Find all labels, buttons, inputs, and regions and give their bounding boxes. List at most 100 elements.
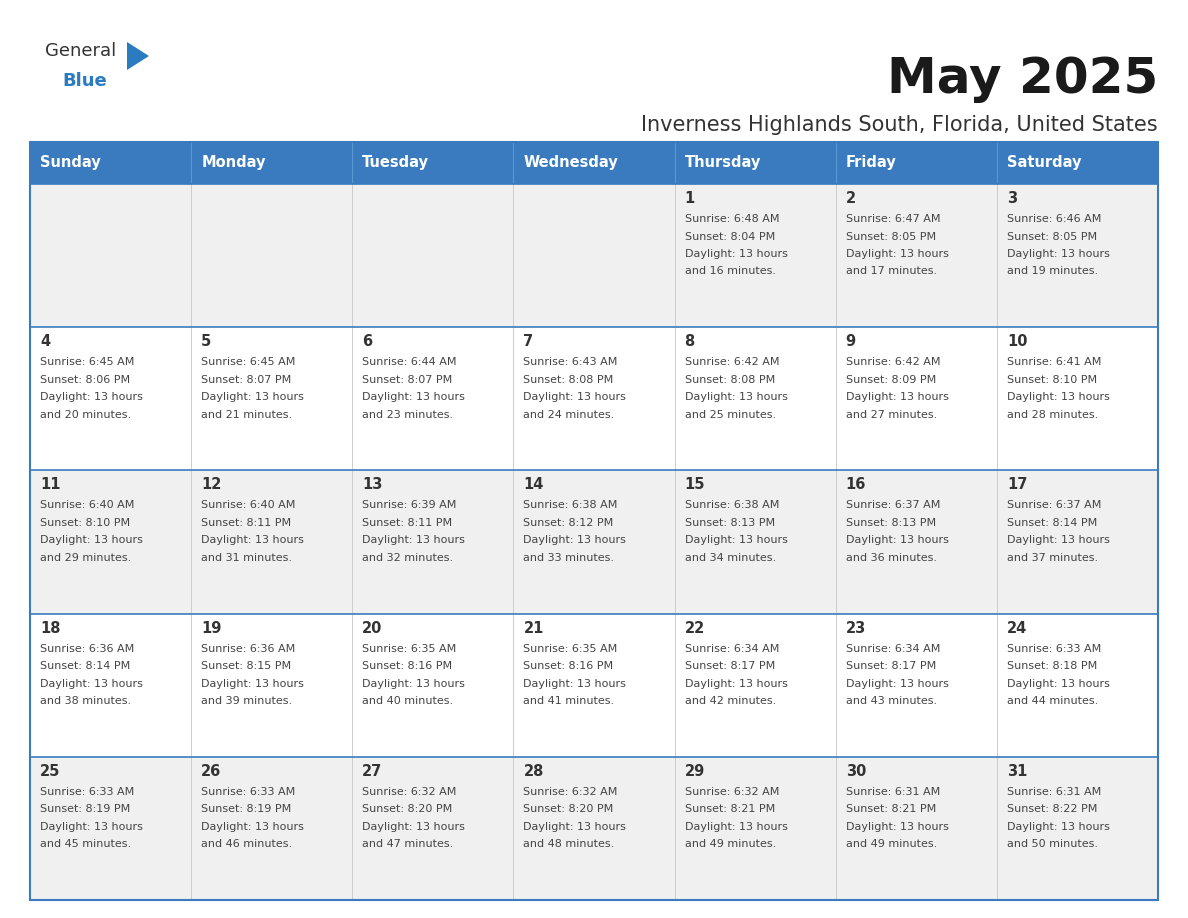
Text: Daylight: 13 hours: Daylight: 13 hours <box>362 535 466 545</box>
Text: and 40 minutes.: and 40 minutes. <box>362 696 454 706</box>
Text: Friday: Friday <box>846 155 897 171</box>
Bar <box>997 470 1158 613</box>
Text: and 19 minutes.: and 19 minutes. <box>1007 266 1098 276</box>
Bar <box>353 470 513 613</box>
Text: Daylight: 13 hours: Daylight: 13 hours <box>1007 822 1110 832</box>
Text: Sunrise: 6:44 AM: Sunrise: 6:44 AM <box>362 357 456 367</box>
Text: Daylight: 13 hours: Daylight: 13 hours <box>362 392 466 402</box>
Text: 15: 15 <box>684 477 704 492</box>
Text: Sunset: 8:11 PM: Sunset: 8:11 PM <box>201 518 291 528</box>
Text: Sunrise: 6:45 AM: Sunrise: 6:45 AM <box>40 357 134 367</box>
Text: Sunrise: 6:32 AM: Sunrise: 6:32 AM <box>362 787 456 797</box>
Bar <box>30 184 191 327</box>
Bar <box>835 184 997 327</box>
Text: Sunrise: 6:37 AM: Sunrise: 6:37 AM <box>846 500 940 510</box>
Text: Tuesday: Tuesday <box>362 155 429 171</box>
Text: Sunday: Sunday <box>40 155 101 171</box>
Text: Daylight: 13 hours: Daylight: 13 hours <box>846 822 948 832</box>
Text: Sunrise: 6:35 AM: Sunrise: 6:35 AM <box>362 644 456 654</box>
Text: Sunrise: 6:48 AM: Sunrise: 6:48 AM <box>684 214 779 224</box>
Text: and 47 minutes.: and 47 minutes. <box>362 839 454 849</box>
Text: Sunrise: 6:42 AM: Sunrise: 6:42 AM <box>846 357 940 367</box>
Text: 22: 22 <box>684 621 704 635</box>
Text: Sunrise: 6:42 AM: Sunrise: 6:42 AM <box>684 357 779 367</box>
Bar <box>191 184 353 327</box>
Bar <box>30 142 1158 900</box>
Text: 1: 1 <box>684 191 695 206</box>
Text: and 16 minutes.: and 16 minutes. <box>684 266 776 276</box>
Text: Sunset: 8:16 PM: Sunset: 8:16 PM <box>362 661 453 671</box>
Text: 26: 26 <box>201 764 221 778</box>
Text: Daylight: 13 hours: Daylight: 13 hours <box>1007 535 1110 545</box>
Text: Sunset: 8:05 PM: Sunset: 8:05 PM <box>846 231 936 241</box>
Text: and 20 minutes.: and 20 minutes. <box>40 409 131 420</box>
Text: Daylight: 13 hours: Daylight: 13 hours <box>846 392 948 402</box>
Text: and 50 minutes.: and 50 minutes. <box>1007 839 1098 849</box>
Bar <box>997 327 1158 470</box>
Text: Sunset: 8:10 PM: Sunset: 8:10 PM <box>40 518 131 528</box>
Text: 5: 5 <box>201 334 211 349</box>
Text: 8: 8 <box>684 334 695 349</box>
Text: Daylight: 13 hours: Daylight: 13 hours <box>524 535 626 545</box>
Text: Daylight: 13 hours: Daylight: 13 hours <box>524 392 626 402</box>
Text: 6: 6 <box>362 334 372 349</box>
Text: and 34 minutes.: and 34 minutes. <box>684 553 776 563</box>
Text: Daylight: 13 hours: Daylight: 13 hours <box>846 678 948 688</box>
Bar <box>675 470 835 613</box>
Text: Daylight: 13 hours: Daylight: 13 hours <box>201 392 304 402</box>
Text: Sunrise: 6:34 AM: Sunrise: 6:34 AM <box>846 644 940 654</box>
Text: Sunrise: 6:36 AM: Sunrise: 6:36 AM <box>40 644 134 654</box>
Bar <box>30 327 191 470</box>
Text: 28: 28 <box>524 764 544 778</box>
Text: Sunrise: 6:38 AM: Sunrise: 6:38 AM <box>684 500 779 510</box>
Text: Monday: Monday <box>201 155 266 171</box>
Text: Sunset: 8:18 PM: Sunset: 8:18 PM <box>1007 661 1097 671</box>
Bar <box>353 327 513 470</box>
Text: Daylight: 13 hours: Daylight: 13 hours <box>1007 678 1110 688</box>
Text: and 48 minutes.: and 48 minutes. <box>524 839 614 849</box>
Text: 20: 20 <box>362 621 383 635</box>
Text: Daylight: 13 hours: Daylight: 13 hours <box>201 535 304 545</box>
Bar <box>675 756 835 900</box>
Bar <box>353 756 513 900</box>
Text: 24: 24 <box>1007 621 1028 635</box>
Polygon shape <box>127 42 148 70</box>
Text: 10: 10 <box>1007 334 1028 349</box>
Text: Sunset: 8:14 PM: Sunset: 8:14 PM <box>1007 518 1097 528</box>
Text: Sunrise: 6:33 AM: Sunrise: 6:33 AM <box>1007 644 1101 654</box>
Text: Sunrise: 6:36 AM: Sunrise: 6:36 AM <box>201 644 296 654</box>
Bar <box>191 327 353 470</box>
Bar <box>353 184 513 327</box>
Text: Sunset: 8:07 PM: Sunset: 8:07 PM <box>201 375 291 385</box>
Text: Sunset: 8:22 PM: Sunset: 8:22 PM <box>1007 804 1098 814</box>
Text: and 28 minutes.: and 28 minutes. <box>1007 409 1098 420</box>
Text: Sunrise: 6:39 AM: Sunrise: 6:39 AM <box>362 500 456 510</box>
Bar <box>675 327 835 470</box>
Text: Sunset: 8:21 PM: Sunset: 8:21 PM <box>684 804 775 814</box>
Text: and 27 minutes.: and 27 minutes. <box>846 409 937 420</box>
Text: Daylight: 13 hours: Daylight: 13 hours <box>684 535 788 545</box>
Text: Sunset: 8:08 PM: Sunset: 8:08 PM <box>684 375 775 385</box>
Text: Sunrise: 6:31 AM: Sunrise: 6:31 AM <box>846 787 940 797</box>
Text: Sunset: 8:12 PM: Sunset: 8:12 PM <box>524 518 614 528</box>
Text: 12: 12 <box>201 477 221 492</box>
Text: 29: 29 <box>684 764 704 778</box>
Text: Blue: Blue <box>62 72 107 90</box>
Text: and 41 minutes.: and 41 minutes. <box>524 696 614 706</box>
Text: and 37 minutes.: and 37 minutes. <box>1007 553 1098 563</box>
Text: Daylight: 13 hours: Daylight: 13 hours <box>201 822 304 832</box>
Text: and 43 minutes.: and 43 minutes. <box>846 696 937 706</box>
Text: Sunrise: 6:32 AM: Sunrise: 6:32 AM <box>524 787 618 797</box>
Text: Daylight: 13 hours: Daylight: 13 hours <box>684 678 788 688</box>
Text: and 46 minutes.: and 46 minutes. <box>201 839 292 849</box>
Text: Daylight: 13 hours: Daylight: 13 hours <box>201 678 304 688</box>
Text: and 29 minutes.: and 29 minutes. <box>40 553 131 563</box>
Text: 18: 18 <box>40 621 61 635</box>
Bar <box>997 184 1158 327</box>
Text: Saturday: Saturday <box>1007 155 1081 171</box>
Text: and 17 minutes.: and 17 minutes. <box>846 266 937 276</box>
Bar <box>835 756 997 900</box>
Text: Wednesday: Wednesday <box>524 155 618 171</box>
Text: May 2025: May 2025 <box>886 55 1158 103</box>
Bar <box>513 184 675 327</box>
